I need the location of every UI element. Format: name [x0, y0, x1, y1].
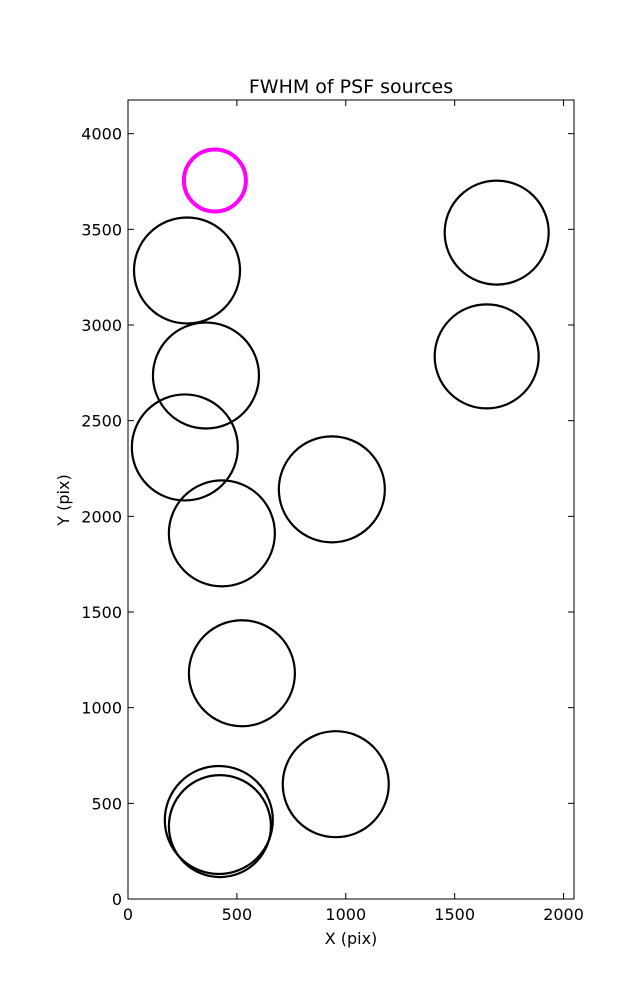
y-tick-label: 1500	[81, 603, 122, 622]
psf-circle	[281, 730, 390, 839]
psf-circle	[132, 216, 242, 325]
psf-circle	[433, 303, 540, 410]
y-tick-label: 4000	[81, 125, 122, 144]
psf-circle	[151, 321, 261, 430]
x-tick-label: 500	[222, 905, 253, 924]
x-tick-label: 1500	[434, 905, 475, 924]
y-tick-label: 1000	[81, 699, 122, 718]
psf-circle	[277, 435, 386, 544]
x-tick-label: 2000	[543, 905, 584, 924]
plot-frame	[127, 99, 575, 900]
y-tick-label: 2000	[81, 507, 122, 526]
x-tick-label: 1000	[325, 905, 366, 924]
chart-title: FWHM of PSF sources	[249, 76, 453, 98]
y-tick-label: 3500	[81, 220, 122, 239]
y-axis-label: Y (pix)	[54, 474, 73, 526]
y-tick-label: 0	[112, 890, 122, 909]
y-tick-label: 3000	[81, 316, 122, 335]
y-tick-label: 500	[91, 794, 122, 813]
psf-circle	[130, 393, 239, 502]
psf-circle	[443, 179, 550, 286]
psf-circle	[167, 774, 273, 879]
y-tick-label: 2500	[81, 412, 122, 431]
psf-circle	[167, 479, 276, 588]
psf-circle	[187, 619, 296, 728]
psf-circle	[181, 147, 248, 214]
x-tick-label: 0	[123, 905, 133, 924]
x-axis-label: X (pix)	[325, 929, 378, 948]
psf-circle	[163, 764, 274, 876]
